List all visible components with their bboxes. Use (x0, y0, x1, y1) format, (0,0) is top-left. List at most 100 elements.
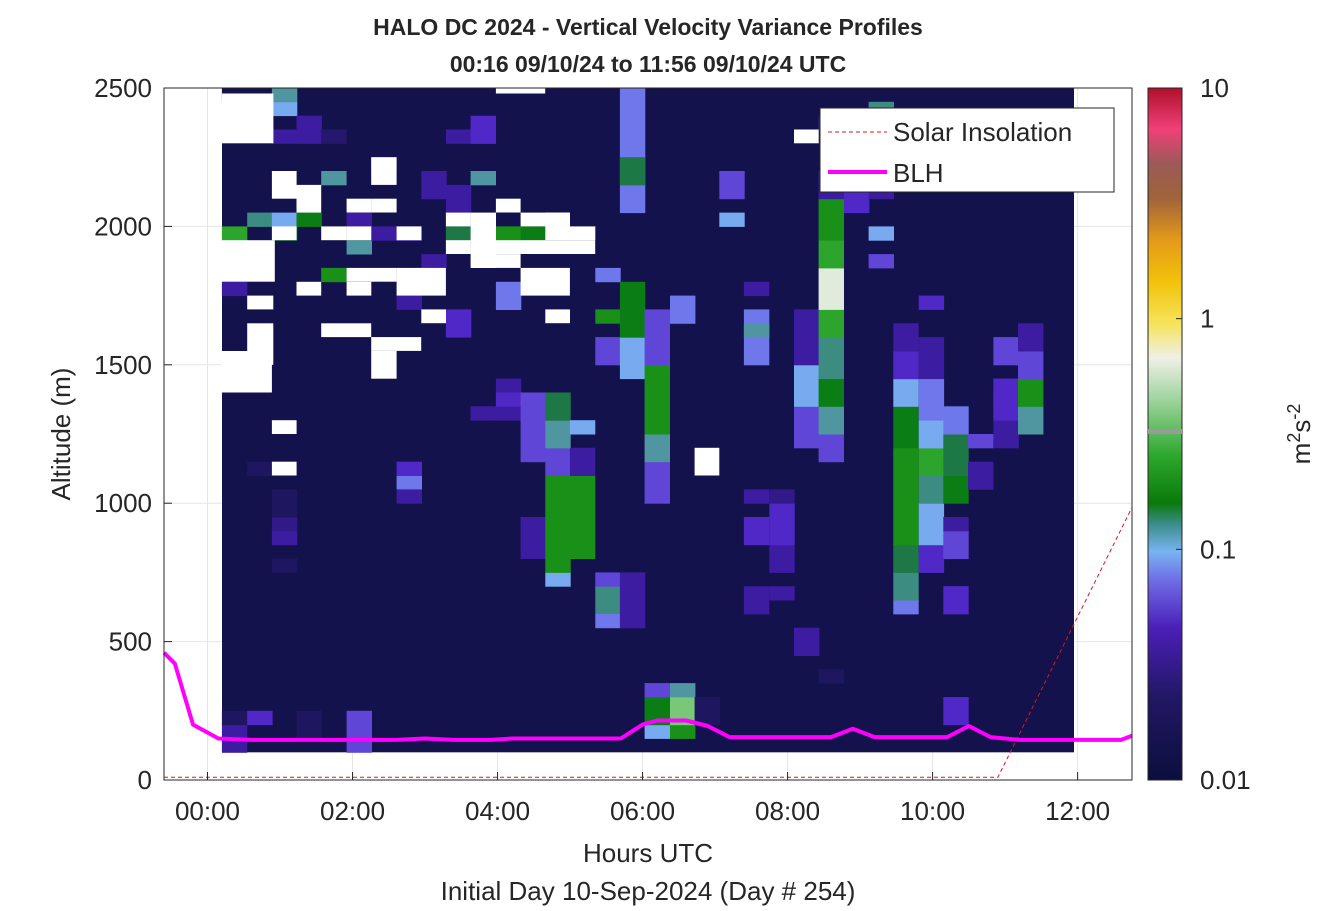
heatmap-cell (968, 434, 994, 449)
heatmap-cell (296, 710, 322, 739)
heatmap-cell (794, 406, 820, 449)
heatmap-cell (371, 226, 397, 241)
heatmap-cell (694, 697, 720, 726)
heatmap-cell (918, 544, 945, 573)
heatmap-missing-cell (247, 295, 274, 310)
heatmap-cell (743, 517, 770, 546)
heatmap-cell (818, 337, 844, 380)
heatmap-cell (595, 613, 621, 629)
heatmap-missing-cell (545, 226, 596, 241)
heatmap-cell (569, 475, 596, 559)
heatmap-cell (868, 226, 894, 241)
heatmap-cell (569, 420, 596, 435)
heatmap-cell (794, 309, 820, 366)
heatmap-cell (421, 171, 447, 200)
heatmap-cell (421, 254, 447, 269)
legend-label-blh: BLH (893, 158, 944, 188)
heatmap-missing-cell (495, 240, 596, 254)
heatmap-missing-cell (520, 267, 570, 296)
heatmap-cell (918, 295, 945, 310)
heatmap-cell (743, 323, 770, 338)
heatmap-cell (818, 378, 844, 407)
heatmap-cell (545, 475, 571, 573)
heatmap-cell (943, 586, 969, 615)
heatmap-cell (520, 420, 546, 463)
heatmap-cell (943, 475, 969, 504)
heatmap-cell (271, 129, 298, 144)
heatmap-missing-cell (545, 212, 570, 227)
x-tick-label: 12:00 (1045, 796, 1110, 826)
heatmap-cell (644, 724, 670, 739)
heatmap-cell (670, 295, 696, 324)
heatmap-cell (520, 392, 546, 421)
heatmap-missing-cell (396, 267, 446, 296)
x-axis-ticks: 00:00 02:00 04:00 06:00 08:00 10:00 12:00 (175, 772, 1110, 826)
legend-label-solar: Solar Insolation (893, 117, 1072, 147)
x-tick-label: 04:00 (465, 796, 530, 826)
heatmap-cell (520, 517, 546, 559)
heatmap-cell (396, 489, 422, 504)
heatmap-cell (644, 461, 670, 504)
heatmap-cell (769, 503, 795, 546)
heatmap-cell (918, 420, 945, 449)
heatmap-missing-cell (396, 226, 422, 241)
heatmap-missing-cell (271, 226, 297, 241)
heatmap-cell (595, 586, 621, 615)
y-tick-label: 0 (138, 765, 152, 795)
heatmap-cell (918, 475, 945, 504)
line-layer (162, 507, 1133, 778)
heatmap-cell (271, 530, 298, 546)
x-axis-label: Hours UTC (583, 838, 713, 868)
chart-subtitle: 00:16 09/10/24 to 11:56 09/10/24 UTC (450, 51, 846, 77)
heatmap-cell (943, 434, 969, 463)
heatmap-cell (495, 226, 522, 241)
heatmap-cell (1018, 406, 1044, 435)
colorbar-tick-label: 0.01 (1200, 765, 1251, 795)
x-axis-label-secondary: Initial Day 10-Sep-2024 (Day # 254) (441, 876, 856, 906)
heatmap-missing-cell (445, 240, 471, 254)
y-tick-label: 1000 (94, 488, 152, 518)
heatmap-cell (893, 600, 919, 615)
y-axis-ticks: 0 500 1000 1500 2000 2500 (94, 73, 172, 795)
heatmap-cell (743, 281, 770, 297)
heatmap-missing-cell (470, 212, 496, 268)
heatmap-cell (794, 627, 820, 656)
x-tick-label: 10:00 (900, 796, 965, 826)
heatmap-missing-cell (495, 88, 546, 94)
heatmap-cell (893, 323, 919, 352)
heatmap-cell (346, 710, 372, 753)
heatmap-cell (619, 88, 646, 214)
heatmap-cell (769, 586, 795, 601)
colorbar: 0.01 0.1 1 10 m2s-2 (1147, 73, 1316, 795)
heatmap-cell (346, 240, 372, 255)
heatmap-cell (968, 475, 994, 490)
chart-title: HALO DC 2024 - Vertical Velocity Varianc… (373, 14, 923, 40)
heatmap-missing-cell (221, 240, 275, 282)
heatmap-cell (818, 669, 844, 684)
heatmap-missing-cell (371, 198, 397, 213)
heatmap-cell (520, 226, 546, 241)
heatmap-cell (818, 309, 844, 338)
heatmap-cell (868, 254, 894, 269)
heatmap-cell (346, 212, 372, 227)
heatmap-cell (545, 572, 571, 587)
heatmap-missing-cell (321, 323, 372, 338)
heatmap-cell (719, 212, 745, 227)
heatmap-cell (893, 378, 919, 407)
heatmap-cell (445, 309, 472, 338)
heatmap-cell (644, 683, 670, 698)
heatmap-cell (271, 489, 298, 518)
heatmap-cell (595, 572, 621, 587)
heatmap-cell (943, 406, 969, 421)
heatmap-cell (247, 212, 273, 227)
heatmap-missing-cell (346, 281, 372, 296)
heatmap-cell (396, 475, 422, 490)
heatmap-cell (893, 406, 919, 449)
heatmap-missing-cell (296, 281, 322, 296)
heatmap-cell (943, 530, 969, 560)
heatmap-cell (470, 115, 496, 144)
heatmap-cell (321, 129, 347, 144)
heatmap-cell (818, 267, 844, 310)
heatmap-cell (1018, 378, 1044, 407)
heatmap-cell (818, 406, 844, 435)
